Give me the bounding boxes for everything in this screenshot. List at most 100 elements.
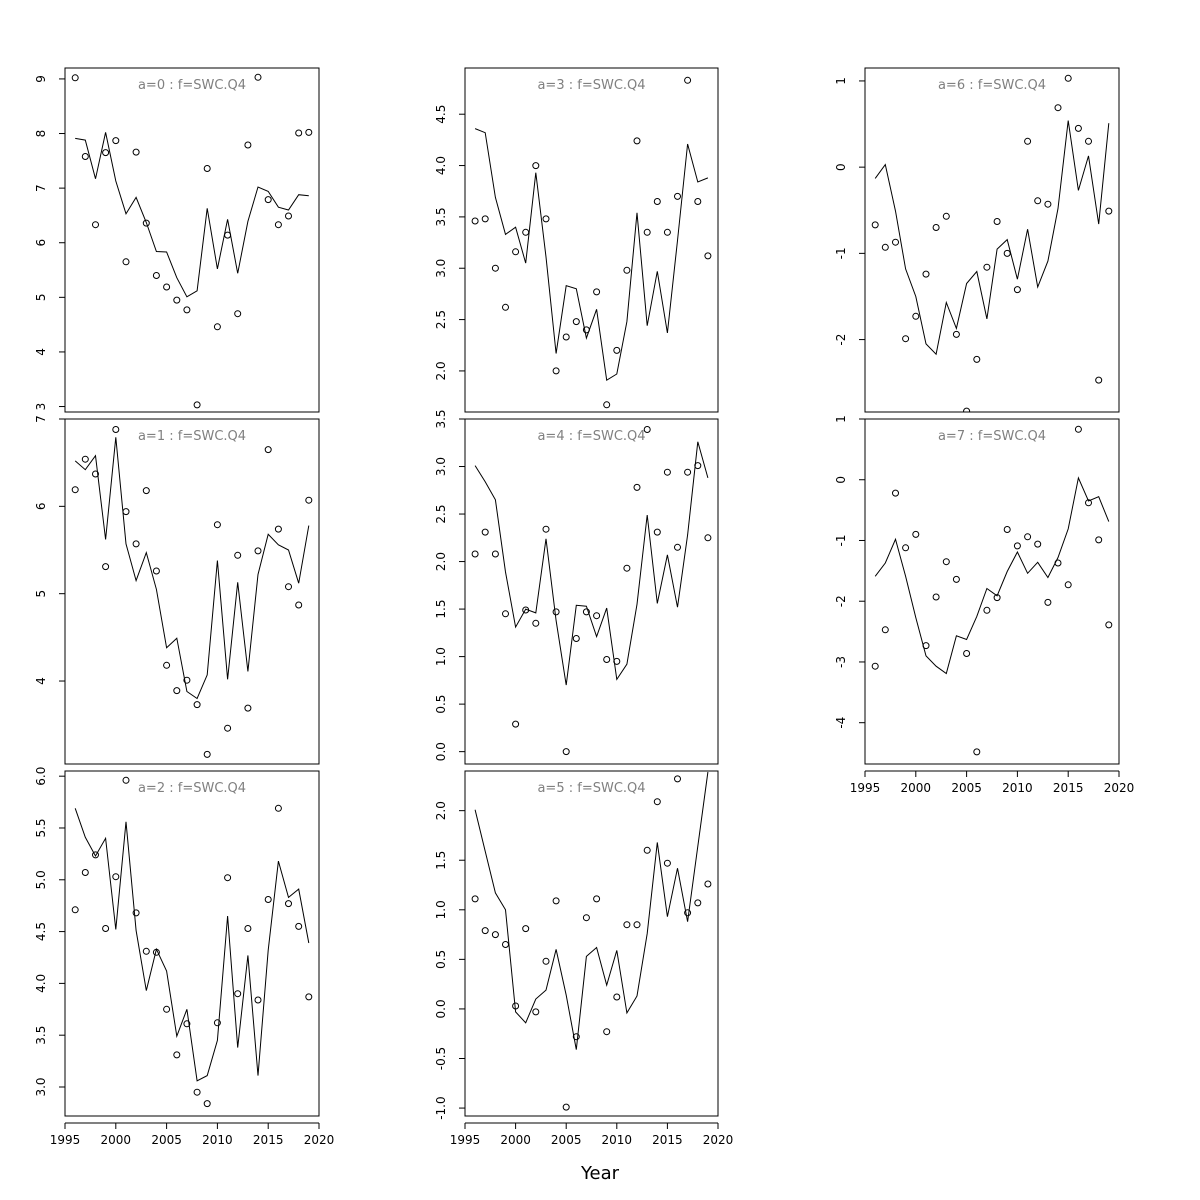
panel-title: a=0 : f=SWC.Q4: [138, 78, 246, 93]
data-point: [1013, 286, 1021, 294]
y-tick-label: 4.0: [34, 974, 48, 993]
x-tick-label: 2020: [1104, 781, 1135, 795]
panel-title: a=2 : f=SWC.Q4: [138, 781, 246, 796]
x-tick-label: 2000: [901, 781, 932, 795]
y-tick-label: -3: [834, 656, 848, 668]
data-point: [542, 957, 550, 965]
data-point: [173, 687, 181, 695]
data-point: [502, 941, 509, 948]
plot-area: [871, 425, 1113, 756]
data-point: [295, 601, 303, 609]
fitted-line: [474, 771, 709, 1050]
x-tick-label: 2005: [951, 781, 982, 795]
x-tick-label: 2005: [551, 1133, 582, 1147]
data-point: [1024, 533, 1032, 541]
data-point: [912, 530, 920, 538]
data-point: [512, 248, 520, 256]
y-tick-label: -1.0: [434, 1096, 448, 1119]
data-point: [305, 128, 313, 136]
data-point: [593, 895, 601, 903]
plot-area: [471, 426, 712, 756]
fitted-line: [874, 476, 1110, 675]
panel-1: a=1 : f=SWC.Q4 4 5 6 7: [34, 415, 320, 765]
data-point: [112, 137, 120, 145]
data-point: [264, 196, 272, 204]
y-tick-label: 1.5: [434, 851, 448, 870]
data-point: [295, 922, 303, 930]
panel-title: a=3 : f=SWC.Q4: [537, 78, 645, 93]
data-point: [684, 468, 692, 476]
data-point: [471, 550, 479, 558]
y-tick-label: 3.5: [434, 207, 448, 226]
x-tick-label: 2020: [304, 1133, 335, 1147]
y-tick-label: -2: [834, 334, 848, 346]
data-point: [552, 897, 560, 905]
data-point: [694, 899, 702, 907]
panel-title: a=6 : f=SWC.Q4: [938, 78, 1046, 93]
data-point: [112, 873, 120, 881]
data-point: [193, 701, 201, 709]
plot-frame: [464, 67, 719, 413]
data-point: [132, 540, 140, 548]
data-point: [674, 192, 681, 200]
data-point: [81, 455, 89, 463]
data-point: [502, 303, 509, 311]
y-tick-label: 1.0: [434, 900, 448, 919]
x-tick-label: 2000: [500, 1133, 531, 1147]
data-point: [274, 525, 282, 533]
data-point: [491, 550, 499, 558]
data-point: [952, 575, 960, 583]
data-point: [163, 283, 171, 291]
data-point: [502, 610, 509, 618]
y-tick-label: 7: [34, 184, 48, 192]
panel-title: a=4 : f=SWC.Q4: [537, 429, 645, 444]
data-point: [244, 704, 252, 712]
data-point: [244, 925, 252, 932]
data-point: [285, 212, 292, 220]
data-point: [1003, 249, 1011, 257]
x-tick-label: 2020: [703, 1133, 734, 1147]
y-tick-label: 6: [34, 239, 48, 247]
data-point: [973, 748, 981, 756]
data-point: [704, 252, 712, 260]
data-point: [562, 748, 570, 756]
plot-frame: [64, 67, 320, 413]
data-point: [254, 547, 262, 555]
data-point: [71, 906, 79, 914]
panel-5: a=5 : f=SWC.Q4 -1.0 -0.5 0.0 0.5 1.0 1.5 2.0 199…: [434, 770, 734, 1147]
data-point: [92, 851, 99, 859]
y-tick-label: 3.5: [434, 409, 448, 428]
data-point: [491, 264, 499, 272]
plot-area: [471, 76, 712, 409]
data-point: [532, 162, 540, 170]
data-point: [1064, 74, 1072, 82]
data-point: [102, 925, 110, 932]
data-point: [112, 426, 120, 433]
data-point: [224, 724, 232, 732]
data-point: [603, 401, 611, 409]
panel-0: a=0 : f=SWC.Q4 3 4 5 6 7 8 9: [34, 67, 320, 413]
data-point: [152, 272, 160, 279]
data-point: [1003, 526, 1011, 533]
data-point: [902, 335, 910, 343]
data-point: [244, 141, 252, 149]
data-point: [582, 608, 590, 616]
data-point: [213, 323, 221, 331]
data-point: [203, 750, 211, 758]
data-point: [653, 798, 661, 806]
y-tick-label: 8: [34, 130, 48, 138]
data-point: [633, 137, 641, 145]
y-tick-label: 2.0: [434, 361, 448, 380]
y-tick-label: 5: [34, 590, 48, 598]
data-point: [285, 583, 292, 591]
plot-frame: [464, 418, 719, 765]
data-point: [122, 508, 130, 516]
y-tick-label: 0: [834, 163, 848, 171]
panel-title: a=1 : f=SWC.Q4: [138, 429, 246, 444]
panel-3: a=3 : f=SWC.Q4 2.0 2.5 3.0 3.5 4.0 4.5: [434, 67, 719, 413]
y-tick-label: 5.0: [34, 870, 48, 889]
data-point: [254, 996, 262, 1004]
data-point: [552, 367, 560, 375]
data-point: [1105, 207, 1113, 215]
